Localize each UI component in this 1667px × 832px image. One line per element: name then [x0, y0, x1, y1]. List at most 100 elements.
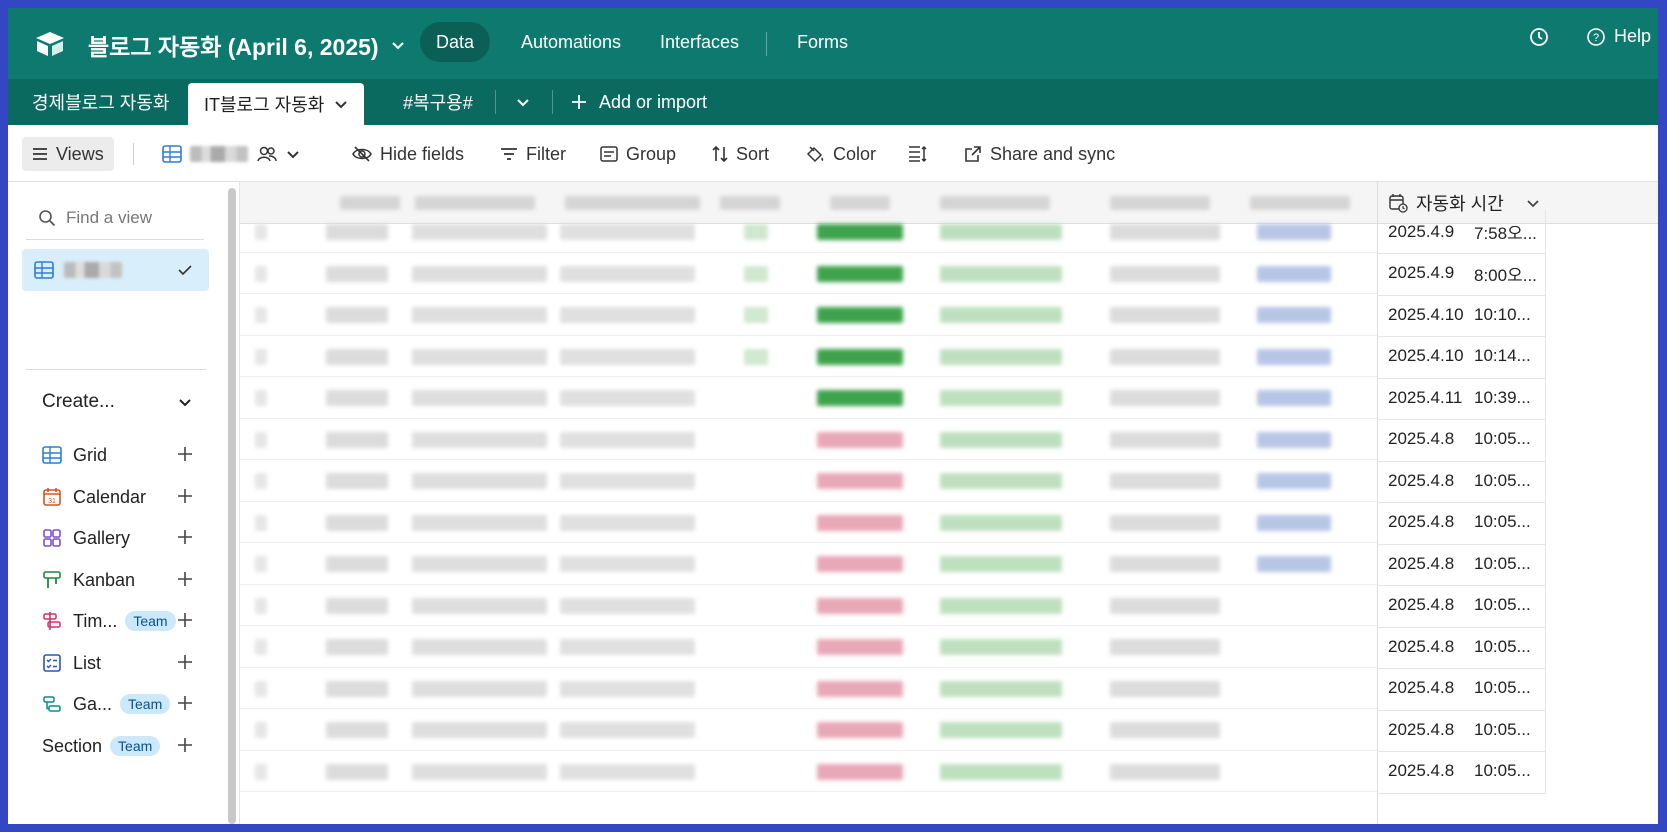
- redacted-cell: [830, 196, 890, 210]
- redacted-cell: [412, 597, 547, 614]
- date-cell[interactable]: 2025.4.8 10:05...: [1378, 500, 1546, 545]
- hide-fields-button[interactable]: Hide fields: [352, 137, 464, 171]
- create-list[interactable]: List: [42, 648, 194, 678]
- redacted-cell: [560, 390, 695, 406]
- create-calendar-label: Calendar: [73, 486, 147, 507]
- plus-icon[interactable]: [176, 736, 194, 754]
- chevron-down-icon[interactable]: [1526, 196, 1540, 210]
- date-cell[interactable]: 2025.4.8 10:05...: [1378, 542, 1546, 586]
- nav-data[interactable]: Data: [420, 22, 491, 62]
- date-value: 2025.4.8: [1388, 719, 1455, 739]
- create-timeline[interactable]: Tim... Team: [42, 606, 194, 636]
- sort-button[interactable]: Sort: [712, 137, 769, 171]
- airtable-logo-icon[interactable]: [34, 30, 66, 58]
- create-grid[interactable]: Grid: [42, 440, 194, 470]
- row-height-button[interactable]: [908, 137, 928, 171]
- redacted-cell: [412, 307, 547, 323]
- date-cell[interactable]: 2025.4.8 10:05...: [1378, 625, 1546, 669]
- add-or-import-button[interactable]: Add or import: [571, 79, 707, 125]
- redacted-cell: [326, 514, 388, 531]
- create-view-section[interactable]: Create...: [42, 391, 192, 413]
- table-tab-economy[interactable]: 경제블로그 자동화: [32, 93, 170, 113]
- base-title[interactable]: 블로그 자동화 (April 6, 2025): [88, 28, 405, 62]
- date-cell[interactable]: 2025.4.8 10:05...: [1378, 417, 1546, 462]
- redacted-cell: [817, 390, 903, 406]
- date-cell[interactable]: 2025.4.9 8:00오...: [1378, 251, 1546, 296]
- more-tables-button[interactable]: [516, 79, 530, 125]
- column-header-automation-time[interactable]: 자동화 시간: [1378, 182, 1658, 224]
- plus-icon[interactable]: [176, 487, 194, 505]
- team-badge: Team: [120, 694, 171, 714]
- create-kanban[interactable]: Kanban: [42, 565, 194, 595]
- row-divider: [240, 625, 1380, 626]
- table-tab-backup[interactable]: #복구용#: [403, 93, 473, 113]
- filter-label: Filter: [526, 143, 566, 164]
- row-divider: [240, 500, 1380, 502]
- nav-forms[interactable]: Forms: [797, 31, 848, 52]
- plus-icon[interactable]: [176, 611, 194, 629]
- current-view-button[interactable]: [162, 137, 300, 171]
- color-button[interactable]: Color: [805, 137, 876, 171]
- row-divider: [240, 583, 1380, 585]
- redacted-cell: [817, 265, 903, 282]
- plus-icon[interactable]: [176, 653, 194, 671]
- create-gantt[interactable]: Ga... Team: [42, 689, 194, 719]
- redacted-cell: [560, 639, 695, 655]
- views-label: Views: [56, 143, 104, 164]
- redacted-cell: [255, 680, 267, 697]
- redacted-cell: [255, 307, 267, 323]
- redacted-cell: [412, 224, 547, 240]
- date-cell[interactable]: 2025.4.9 7:58오...: [1378, 210, 1546, 254]
- redacted-cell: [817, 556, 903, 572]
- redacted-cell: [1257, 265, 1331, 282]
- views-button[interactable]: Views: [22, 137, 114, 171]
- plus-icon[interactable]: [176, 445, 194, 463]
- date-cell[interactable]: 2025.4.8 10:05...: [1378, 666, 1546, 711]
- date-cell[interactable]: 2025.4.10 10:10...: [1378, 293, 1546, 337]
- kanban-icon: [43, 571, 61, 588]
- group-button[interactable]: Group: [600, 137, 676, 171]
- date-cell[interactable]: 2025.4.11 10:39...: [1378, 376, 1546, 420]
- date-cell[interactable]: 2025.4.8 10:05...: [1378, 459, 1546, 503]
- date-cell[interactable]: 2025.4.10 10:14...: [1378, 334, 1546, 379]
- nav-automations[interactable]: Automations: [521, 31, 622, 52]
- filter-icon: [501, 148, 517, 160]
- table-tab-it-label: IT블로그 자동화: [204, 95, 325, 115]
- share-and-sync-button[interactable]: Share and sync: [964, 137, 1115, 171]
- collaborators-icon: [257, 146, 277, 162]
- create-calendar[interactable]: 31 Calendar: [42, 482, 194, 512]
- create-section[interactable]: Section Team: [42, 731, 194, 761]
- nav-interfaces[interactable]: Interfaces: [660, 31, 740, 52]
- app-window: 블로그 자동화 (April 6, 2025) Data Automations…: [8, 8, 1658, 824]
- date-cell[interactable]: 2025.4.8 10:05...: [1378, 708, 1546, 752]
- find-view-input[interactable]: Find a view: [26, 196, 204, 240]
- view-toolbar: Views Hide fields Filter Group Sort Colo…: [8, 125, 1658, 182]
- time-value: 10:05...: [1474, 429, 1531, 448]
- help-button[interactable]: ? Help: [1586, 26, 1651, 47]
- redacted-cell: [412, 763, 547, 780]
- top-bar: 블로그 자동화 (April 6, 2025) Data Automations…: [8, 8, 1658, 79]
- date-cell[interactable]: 2025.4.8 10:05...: [1378, 583, 1546, 628]
- plus-icon[interactable]: [176, 570, 194, 588]
- chevron-down-icon[interactable]: [334, 97, 348, 111]
- redacted-cell: [560, 473, 695, 489]
- sidebar-view-item[interactable]: [22, 249, 209, 291]
- chevron-down-icon: [179, 399, 191, 407]
- history-button[interactable]: [1528, 26, 1550, 48]
- team-badge: Team: [125, 611, 176, 631]
- table-tab-it[interactable]: IT블로그 자동화: [188, 83, 365, 125]
- row-divider: [240, 376, 1380, 377]
- hide-fields-label: Hide fields: [380, 143, 465, 164]
- team-badge: Team: [110, 736, 161, 756]
- sidebar-scrollbar[interactable]: [228, 188, 236, 824]
- redacted-cell: [817, 680, 903, 697]
- plus-icon[interactable]: [176, 528, 194, 546]
- create-timeline-label: Tim...: [73, 610, 118, 631]
- plus-icon[interactable]: [176, 694, 194, 712]
- redacted-cell: [940, 597, 1062, 614]
- filter-button[interactable]: Filter: [500, 137, 566, 171]
- redacted-cell: [255, 473, 267, 489]
- redacted-cell: [940, 514, 1062, 531]
- create-gallery[interactable]: Gallery: [42, 523, 194, 553]
- date-cell[interactable]: 2025.4.8 10:05...: [1378, 749, 1546, 794]
